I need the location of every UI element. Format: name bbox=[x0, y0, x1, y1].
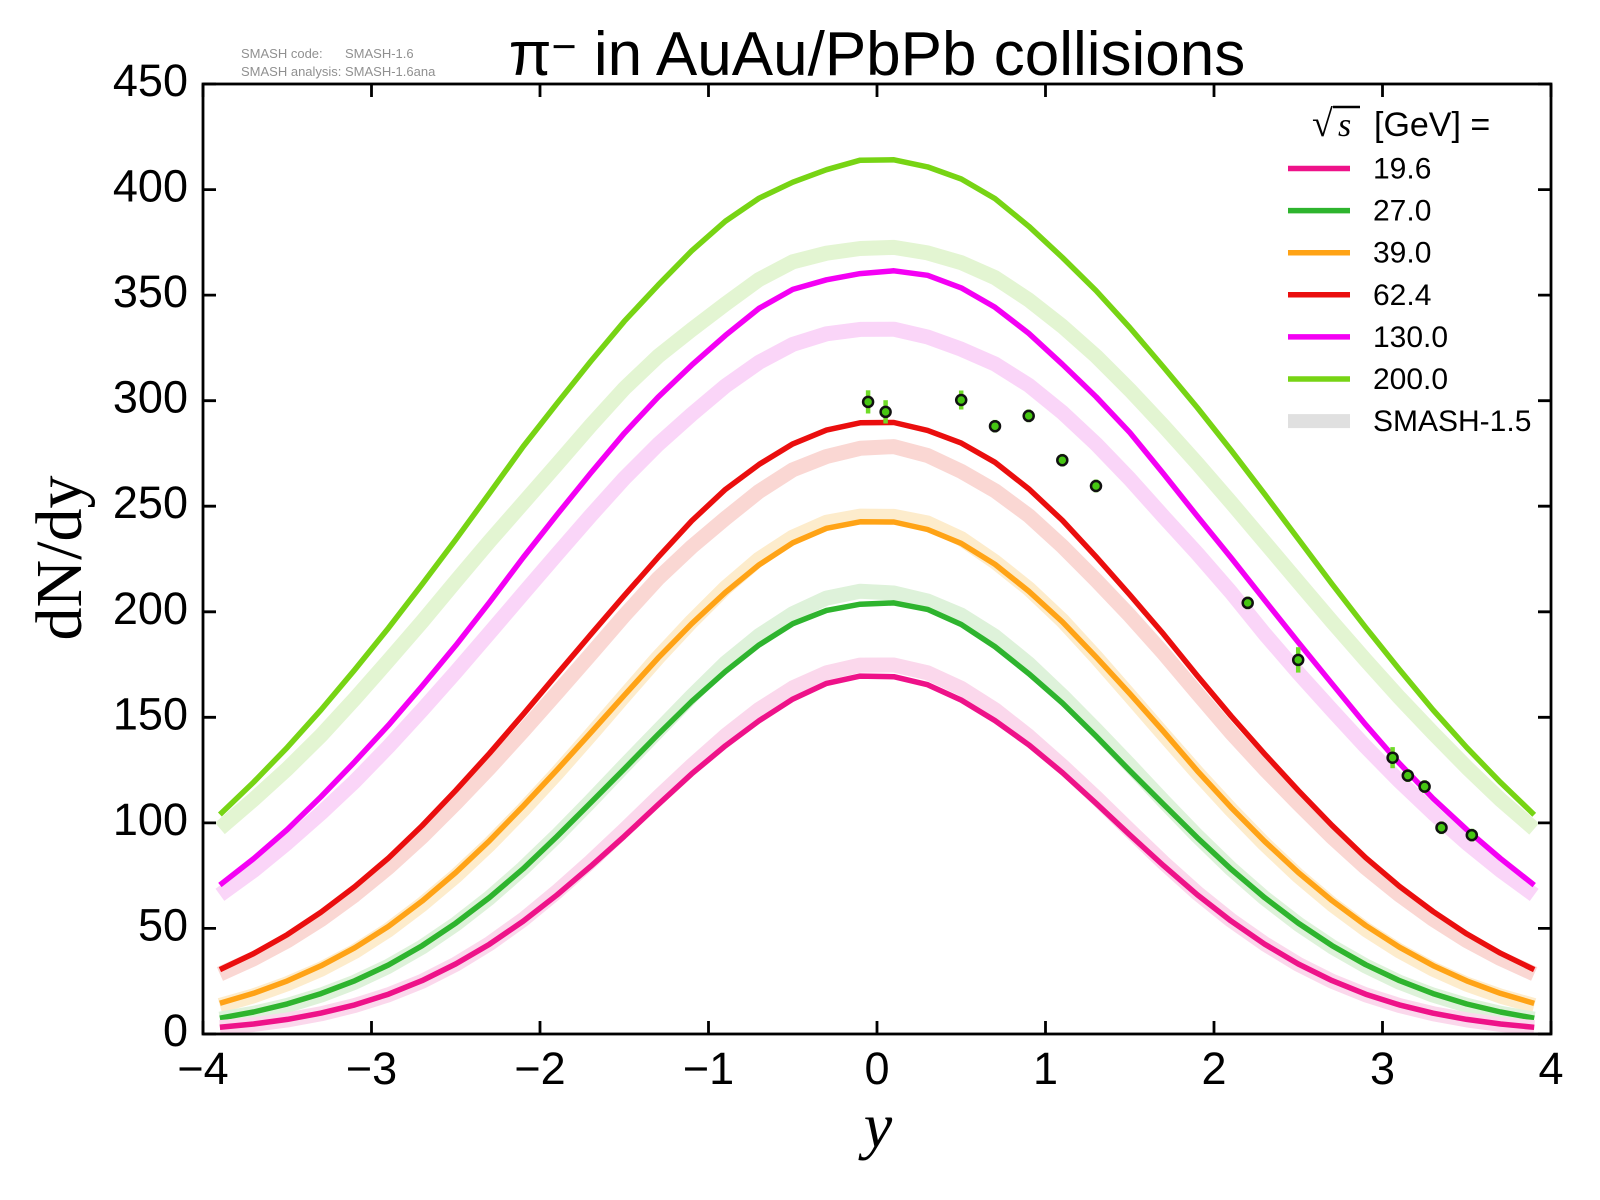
svg-text:SMASH-1.5: SMASH-1.5 bbox=[1373, 405, 1531, 438]
svg-text:27.0: 27.0 bbox=[1373, 195, 1431, 228]
svg-text:y: y bbox=[858, 1090, 893, 1161]
svg-text:dN/dy: dN/dy bbox=[23, 476, 96, 641]
svg-text:150: 150 bbox=[113, 688, 188, 739]
svg-text:−2: −2 bbox=[514, 1043, 565, 1094]
svg-text:−3: −3 bbox=[346, 1043, 397, 1094]
svg-text:SMASH-1.6ana: SMASH-1.6ana bbox=[345, 64, 436, 79]
svg-text:250: 250 bbox=[113, 477, 188, 528]
svg-text:SMASH-1.6: SMASH-1.6 bbox=[345, 46, 414, 61]
svg-text:0: 0 bbox=[163, 1005, 188, 1056]
svg-text:200: 200 bbox=[113, 583, 188, 634]
svg-text:350: 350 bbox=[113, 266, 188, 317]
svg-text:450: 450 bbox=[113, 55, 188, 106]
svg-text:−4: −4 bbox=[177, 1043, 228, 1094]
svg-text:SMASH analysis:: SMASH analysis: bbox=[241, 64, 341, 79]
svg-text:4: 4 bbox=[1538, 1043, 1563, 1094]
svg-text:√: √ bbox=[1312, 103, 1333, 145]
svg-text:200.0: 200.0 bbox=[1373, 363, 1448, 396]
svg-text:3: 3 bbox=[1370, 1043, 1395, 1094]
svg-text:62.4: 62.4 bbox=[1373, 279, 1431, 312]
svg-text:π− in AuAu/PbPb collisions: π− in AuAu/PbPb collisions bbox=[509, 20, 1246, 89]
svg-text:2: 2 bbox=[1201, 1043, 1226, 1094]
svg-text:39.0: 39.0 bbox=[1373, 237, 1431, 270]
svg-text:1: 1 bbox=[1033, 1043, 1058, 1094]
svg-text:400: 400 bbox=[113, 161, 188, 212]
svg-text:100: 100 bbox=[113, 794, 188, 845]
svg-text:SMASH code:: SMASH code: bbox=[241, 46, 323, 61]
svg-text:19.6: 19.6 bbox=[1373, 153, 1431, 186]
svg-text:−1: −1 bbox=[683, 1043, 734, 1094]
svg-text:300: 300 bbox=[113, 372, 188, 423]
svg-text:0: 0 bbox=[864, 1043, 889, 1094]
svg-text:[GeV] =: [GeV] = bbox=[1374, 106, 1490, 144]
svg-text:s: s bbox=[1338, 107, 1351, 144]
svg-text:130.0: 130.0 bbox=[1373, 321, 1448, 354]
svg-text:50: 50 bbox=[138, 899, 188, 950]
